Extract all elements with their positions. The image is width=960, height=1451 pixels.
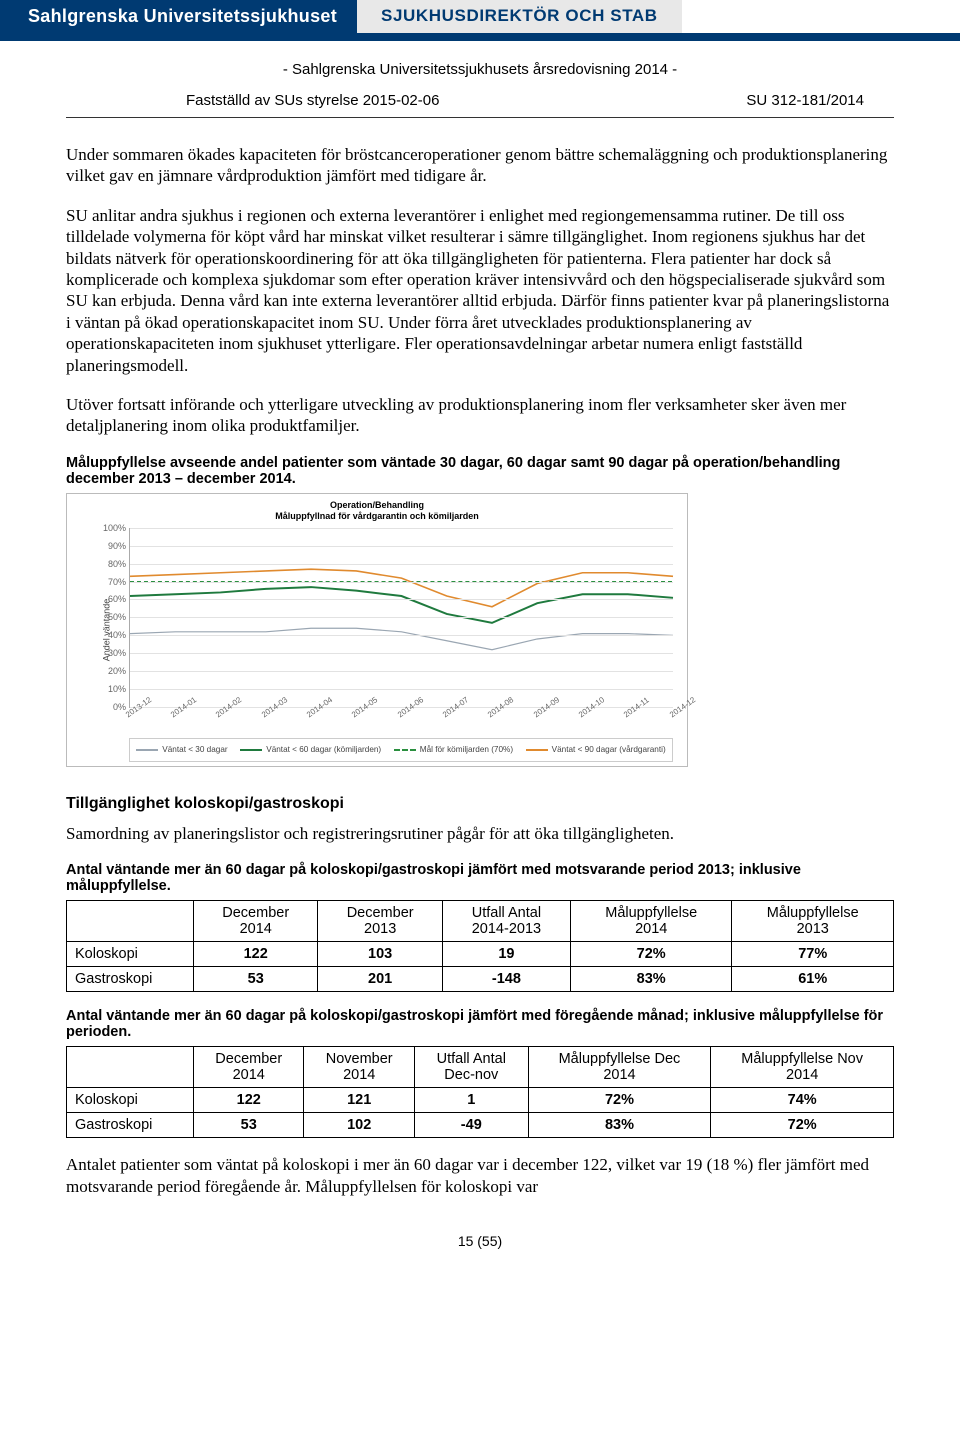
table2-caption: Antal väntande mer än 60 dagar på kolosk… <box>66 1008 894 1040</box>
docnum-text: SU 312-181/2014 <box>746 92 864 109</box>
table-cell: 77% <box>732 942 894 967</box>
legend-swatch <box>136 749 158 751</box>
y-tick-label: 10% <box>96 684 126 694</box>
paragraph-2: SU anlitar andra sjukhus i regionen och … <box>66 205 894 376</box>
chart-title-line2: Måluppfyllnad för vårdgarantin och kömil… <box>275 511 479 521</box>
table-year-compare: December2014December2013Utfall Antal2014… <box>66 900 894 992</box>
legend-item: Väntat < 90 dagar (vårdgaranti) <box>526 745 666 754</box>
table-header: Utfall AntalDec-nov <box>414 1047 528 1088</box>
table-header: Måluppfyllelse Nov2014 <box>711 1047 894 1088</box>
table-cell: 83% <box>528 1113 711 1138</box>
table-cell: 121 <box>304 1088 414 1113</box>
chart-box: Operation/Behandling Måluppfyllnad för v… <box>66 493 688 767</box>
row-label: Koloskopi <box>67 1088 194 1113</box>
header-org: Sahlgrenska Universitetssjukhuset <box>0 0 357 33</box>
table-month-compare: December2014November2014Utfall AntalDec-… <box>66 1046 894 1138</box>
legend-item: Mål för kömiljarden (70%) <box>394 745 513 754</box>
section-title-koloskopi: Tillgänglighet koloskopi/gastroskopi <box>66 795 894 813</box>
section-intro-koloskopi: Samordning av planeringslistor och regis… <box>66 823 894 844</box>
table-header <box>67 1047 194 1088</box>
table-cell: 53 <box>194 1113 304 1138</box>
table1-caption: Antal väntande mer än 60 dagar på kolosk… <box>66 862 894 894</box>
table-cell: 72% <box>528 1088 711 1113</box>
chart-legend: Väntat < 30 dagar Väntat < 60 dagar (kömi… <box>129 738 673 762</box>
header-band: Sahlgrenska Universitetssjukhuset SJUKHU… <box>0 0 960 41</box>
row-label: Gastroskopi <box>67 1113 194 1138</box>
y-tick-label: 40% <box>96 630 126 640</box>
legend-item: Väntat < 60 dagar (kömiljarden) <box>240 745 381 754</box>
legend-label: Väntat < 60 dagar (kömiljarden) <box>266 745 381 754</box>
table-header <box>67 901 194 942</box>
x-axis-labels: 2013-122014-012014-022014-032014-042014-… <box>129 710 673 732</box>
table-cell: 72% <box>570 942 732 967</box>
approved-text: Fastställd av SUs styrelse 2015-02-06 <box>186 92 439 109</box>
table-header: Måluppfyllelse Dec2014 <box>528 1047 711 1088</box>
table-cell: -148 <box>442 967 570 992</box>
y-tick-label: 70% <box>96 577 126 587</box>
table-header: Måluppfyllelse2013 <box>732 901 894 942</box>
table-row: Koloskopi1221031972%77% <box>67 942 894 967</box>
y-tick-label: 90% <box>96 541 126 551</box>
table-cell: 74% <box>711 1088 894 1113</box>
table-cell: 122 <box>194 942 318 967</box>
table-header: November2014 <box>304 1047 414 1088</box>
paragraph-3: Utöver fortsatt införande och ytterligar… <box>66 394 894 437</box>
chart-title-line1: Operation/Behandling <box>330 500 424 510</box>
legend-swatch <box>526 749 548 751</box>
table-cell: 72% <box>711 1113 894 1138</box>
table-header: December2014 <box>194 1047 304 1088</box>
table-cell: 61% <box>732 967 894 992</box>
table-cell: 1 <box>414 1088 528 1113</box>
legend-item: Väntat < 30 dagar <box>136 745 227 754</box>
header-dept: SJUKHUSDIREKTÖR OCH STAB <box>357 0 682 33</box>
table-row: Koloskopi122121172%74% <box>67 1088 894 1113</box>
series-line <box>130 569 673 607</box>
doc-meta-row: Fastställd av SUs styrelse 2015-02-06 SU… <box>66 92 894 118</box>
y-tick-label: 20% <box>96 666 126 676</box>
y-tick-label: 100% <box>96 523 126 533</box>
table-header: Utfall Antal2014-2013 <box>442 901 570 942</box>
table-header: December2014 <box>194 901 318 942</box>
table-header: December2013 <box>318 901 442 942</box>
page-body: - Sahlgrenska Universitetssjukhusets års… <box>0 61 960 1273</box>
closing-paragraph: Antalet patienter som väntat på koloskop… <box>66 1154 894 1197</box>
table-cell: -49 <box>414 1113 528 1138</box>
table-cell: 103 <box>318 942 442 967</box>
table-cell: 53 <box>194 967 318 992</box>
table-header: Måluppfyllelse2014 <box>570 901 732 942</box>
row-label: Koloskopi <box>67 942 194 967</box>
page-number: 15 (55) <box>66 1233 894 1249</box>
legend-swatch <box>240 749 262 751</box>
series-line <box>130 628 673 649</box>
table-cell: 201 <box>318 967 442 992</box>
table-cell: 19 <box>442 942 570 967</box>
paragraph-1: Under sommaren ökades kapaciteten för br… <box>66 144 894 187</box>
doc-title: - Sahlgrenska Universitetssjukhusets års… <box>66 61 894 78</box>
table-cell: 83% <box>570 967 732 992</box>
legend-label: Mål för kömiljarden (70%) <box>420 745 513 754</box>
legend-swatch <box>394 749 416 751</box>
table-row: Gastroskopi53102-4983%72% <box>67 1113 894 1138</box>
legend-label: Väntat < 30 dagar <box>162 745 227 754</box>
chart-caption: Måluppfyllelse avseende andel patienter … <box>66 455 894 487</box>
y-tick-label: 60% <box>96 594 126 604</box>
legend-label: Väntat < 90 dagar (vårdgaranti) <box>552 745 666 754</box>
y-tick-label: 50% <box>96 612 126 622</box>
chart-plot-area: 0%10%20%30%40%50%60%70%80%90%100% <box>129 528 673 708</box>
row-label: Gastroskopi <box>67 967 194 992</box>
table-row: Gastroskopi53201-14883%61% <box>67 967 894 992</box>
table-cell: 122 <box>194 1088 304 1113</box>
y-tick-label: 30% <box>96 648 126 658</box>
table-cell: 102 <box>304 1113 414 1138</box>
chart-title: Operation/Behandling Måluppfyllnad för v… <box>67 494 687 523</box>
y-tick-label: 80% <box>96 559 126 569</box>
y-tick-label: 0% <box>96 702 126 712</box>
